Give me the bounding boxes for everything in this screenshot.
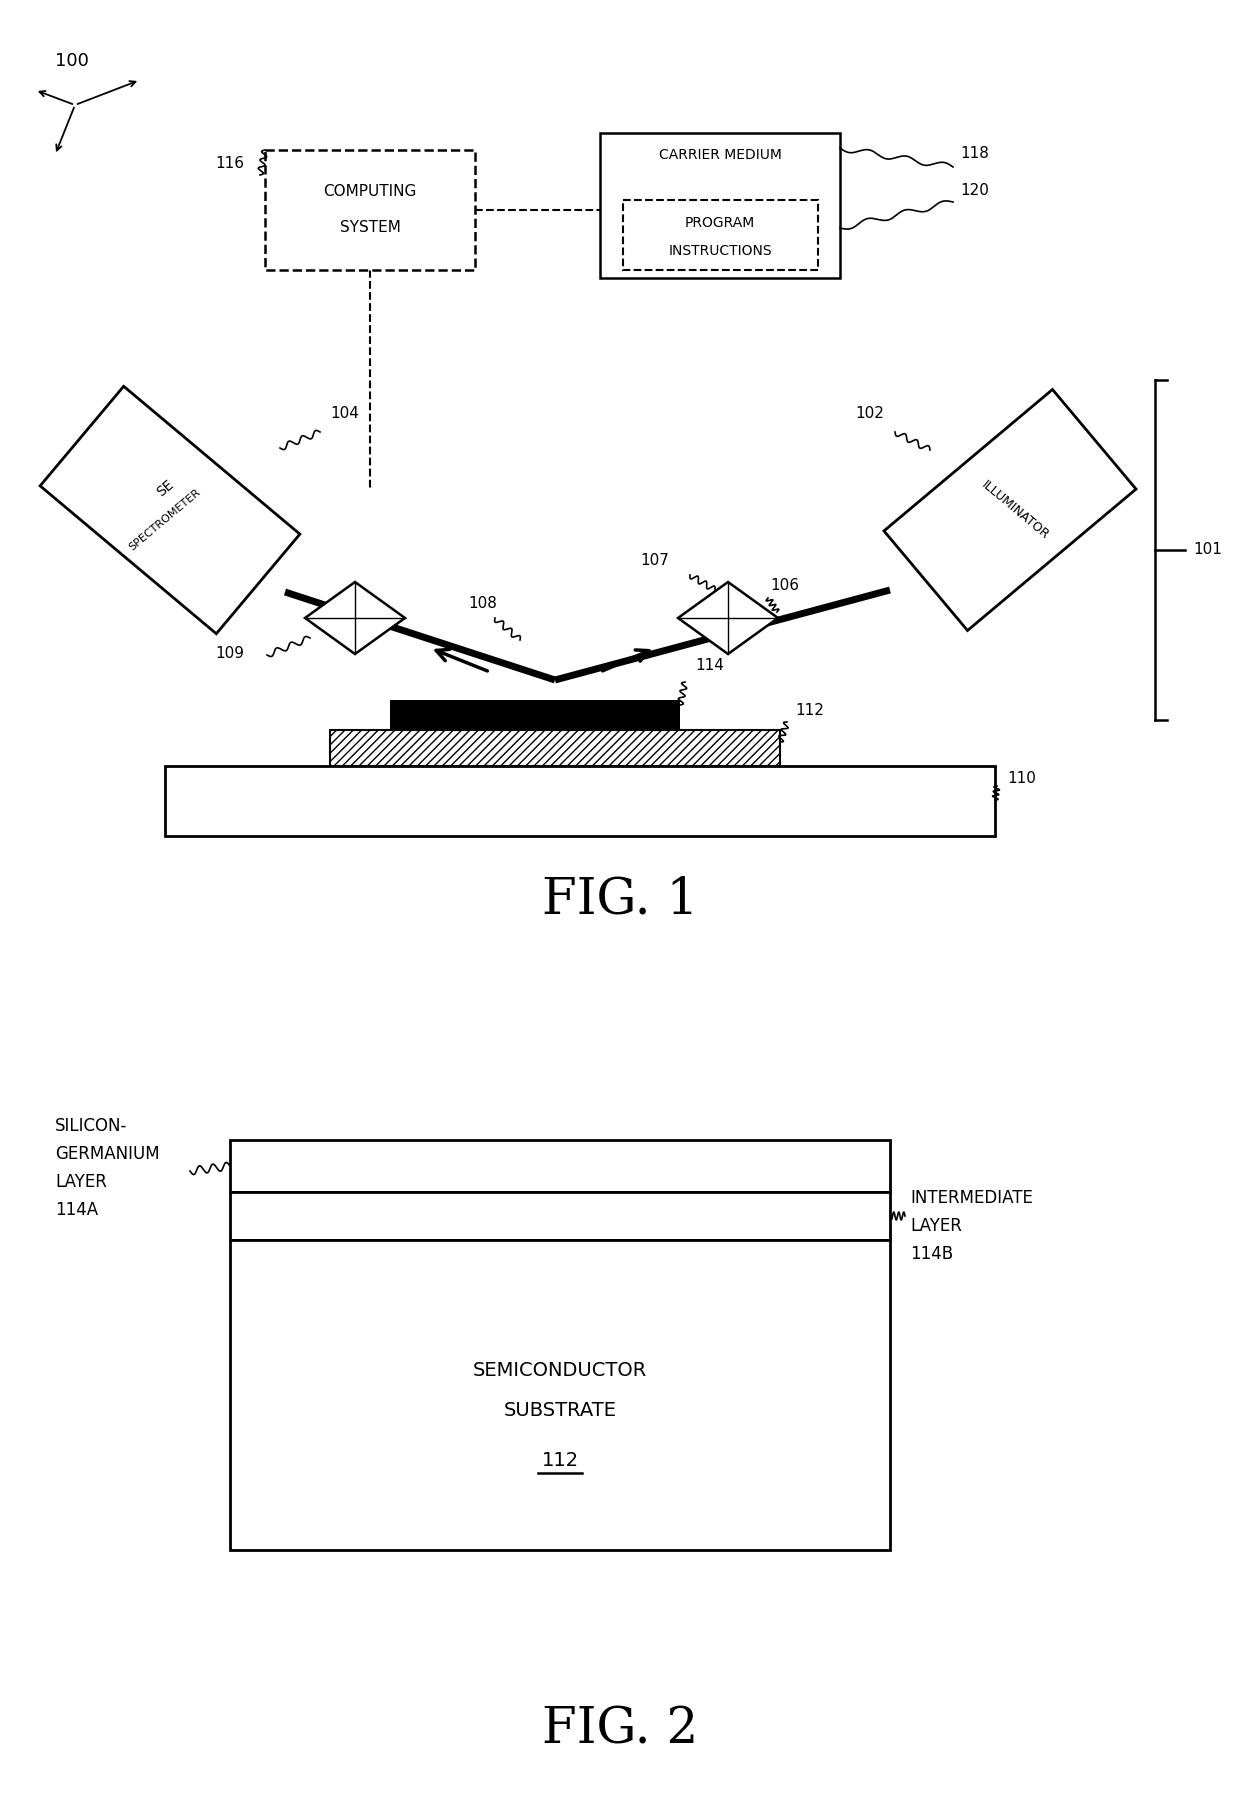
Text: INSTRUCTIONS: INSTRUCTIONS: [668, 245, 771, 258]
Text: 106: 106: [770, 579, 799, 593]
Text: 102: 102: [856, 406, 884, 421]
Text: LAYER: LAYER: [910, 1217, 962, 1235]
FancyBboxPatch shape: [265, 151, 475, 270]
Bar: [391, 700, 680, 729]
Text: 118: 118: [960, 145, 988, 161]
Text: 108: 108: [467, 597, 497, 611]
Text: SUBSTRATE: SUBSTRATE: [503, 1400, 616, 1420]
FancyBboxPatch shape: [622, 200, 817, 270]
Text: 112: 112: [542, 1451, 579, 1469]
Text: 109: 109: [215, 646, 244, 660]
Polygon shape: [305, 582, 405, 655]
Text: FIG. 2: FIG. 2: [542, 1705, 698, 1754]
Text: PROGRAM: PROGRAM: [684, 216, 755, 230]
Text: CARRIER MEDIUM: CARRIER MEDIUM: [658, 149, 781, 161]
Bar: [229, 1139, 890, 1192]
Text: SPECTROMETER: SPECTROMETER: [128, 488, 202, 553]
Text: 107: 107: [640, 553, 668, 568]
Bar: [330, 729, 780, 766]
Text: 101: 101: [1193, 542, 1221, 557]
Text: SYSTEM: SYSTEM: [340, 221, 401, 236]
Text: 114: 114: [694, 658, 724, 673]
FancyBboxPatch shape: [600, 132, 839, 278]
Text: SEMICONDUCTOR: SEMICONDUCTOR: [472, 1360, 647, 1379]
Text: 110: 110: [1007, 771, 1035, 785]
Text: INTERMEDIATE: INTERMEDIATE: [910, 1188, 1033, 1206]
Text: SE: SE: [154, 477, 176, 499]
Text: 116: 116: [215, 156, 244, 171]
Text: GERMANIUM: GERMANIUM: [55, 1145, 160, 1163]
Text: 100: 100: [55, 53, 89, 71]
Text: LAYER: LAYER: [55, 1174, 107, 1192]
Polygon shape: [678, 582, 777, 655]
Bar: [165, 766, 994, 836]
Text: 114B: 114B: [910, 1244, 954, 1263]
Text: 104: 104: [330, 406, 358, 421]
Text: SILICON-: SILICON-: [55, 1117, 128, 1136]
Bar: [229, 1192, 890, 1241]
Text: 120: 120: [960, 183, 988, 198]
Polygon shape: [40, 386, 300, 633]
Bar: [229, 1241, 890, 1549]
Text: ILLUMINATOR: ILLUMINATOR: [978, 479, 1052, 542]
Text: FIG. 1: FIG. 1: [542, 876, 698, 925]
Text: 114A: 114A: [55, 1201, 98, 1219]
Text: 112: 112: [795, 704, 823, 718]
Polygon shape: [884, 390, 1136, 631]
Text: COMPUTING: COMPUTING: [324, 185, 417, 200]
